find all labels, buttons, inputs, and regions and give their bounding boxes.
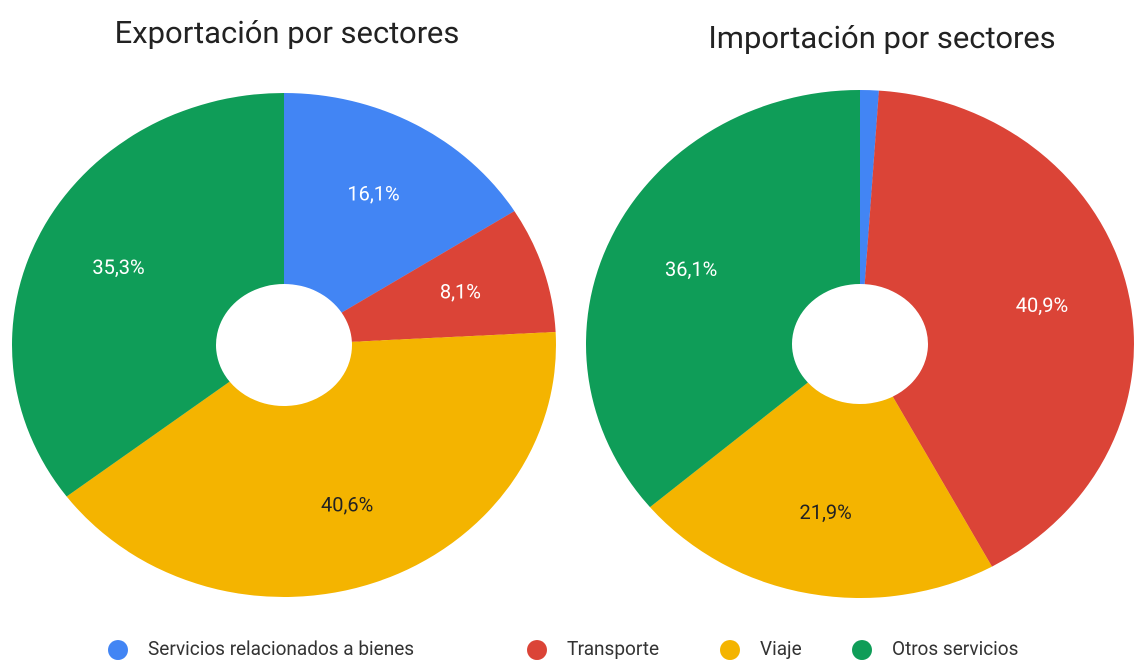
slice <box>585 90 860 508</box>
value-label: 21,9% <box>800 500 852 524</box>
slice <box>66 331 556 597</box>
legend-marker <box>108 640 128 660</box>
chart-title: Importación por sectores <box>708 19 1055 56</box>
slice <box>11 93 284 497</box>
legend-marker <box>720 640 740 660</box>
slice <box>341 211 556 342</box>
legend-label: Otros servicios <box>892 637 1018 660</box>
legend-marker <box>852 640 872 660</box>
value-label: 40,9% <box>1016 293 1068 317</box>
value-label: 16,1% <box>347 181 399 205</box>
legend-label: Servicios relacionados a bienes <box>148 637 414 660</box>
value-label: 40,6% <box>321 492 373 516</box>
slice <box>649 382 993 598</box>
legend-label: Viaje <box>760 637 802 660</box>
slice <box>860 90 879 285</box>
value-label: 36,1% <box>665 257 717 281</box>
slice <box>284 93 515 313</box>
value-label: 35,3% <box>92 255 144 279</box>
value-label: 8,1% <box>440 280 481 304</box>
legend-marker <box>527 640 547 660</box>
legend-label: Transporte <box>567 637 659 660</box>
chart-title: Exportación por sectores <box>115 14 460 51</box>
slice <box>864 90 1134 567</box>
